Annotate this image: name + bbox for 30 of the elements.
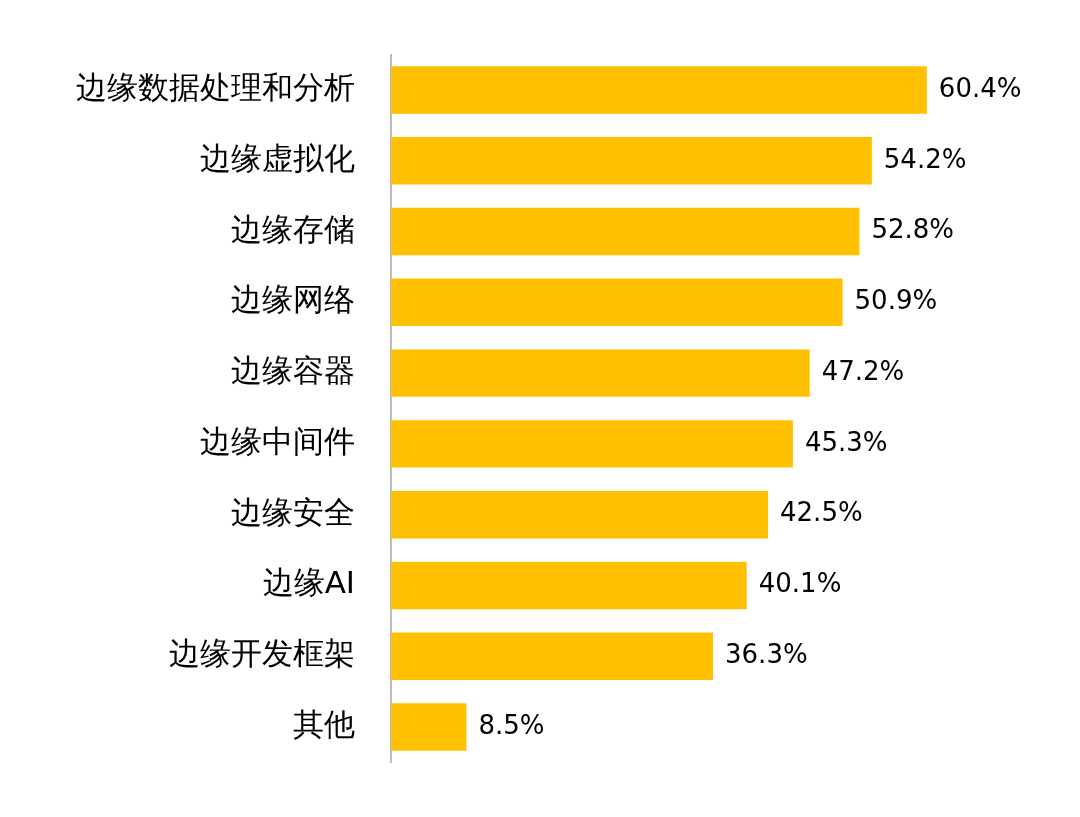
data-label: 45.3% bbox=[804, 426, 888, 457]
y-tick-label: 边缘容器 bbox=[231, 352, 355, 389]
bar bbox=[391, 632, 714, 680]
bar bbox=[391, 561, 747, 610]
bar bbox=[391, 207, 860, 256]
y-tick-label: 边缘开发框架 bbox=[169, 635, 355, 672]
bar bbox=[391, 278, 843, 327]
y-tick-label: 边缘存储 bbox=[231, 210, 355, 247]
y-tick-label: 边缘虚拟化 bbox=[200, 139, 355, 176]
bar bbox=[391, 137, 872, 185]
y-tick-label: 边缘中间件 bbox=[200, 422, 355, 459]
data-label: 40.1% bbox=[758, 568, 842, 599]
y-tick-label: 边缘网络 bbox=[231, 281, 355, 318]
bar bbox=[391, 703, 467, 751]
data-label: 36.3% bbox=[725, 638, 808, 669]
data-label: 47.2% bbox=[821, 355, 905, 386]
data-label: 54.2% bbox=[883, 143, 967, 174]
data-label: 42.5% bbox=[780, 497, 863, 528]
data-label: 52.8% bbox=[871, 214, 955, 245]
bar bbox=[391, 66, 927, 114]
data-label: 8.5% bbox=[478, 709, 545, 740]
y-tick-label: 边缘安全 bbox=[231, 493, 355, 530]
bar bbox=[391, 490, 769, 539]
data-label: 60.4% bbox=[938, 72, 1022, 103]
bar bbox=[391, 420, 793, 468]
data-label: 50.9% bbox=[854, 285, 938, 316]
y-tick-label: 边缘AI bbox=[262, 564, 355, 601]
bar bbox=[391, 349, 810, 397]
y-tick-label: 其他 bbox=[293, 706, 355, 743]
y-tick-label: 边缘数据处理和分析 bbox=[76, 69, 355, 106]
